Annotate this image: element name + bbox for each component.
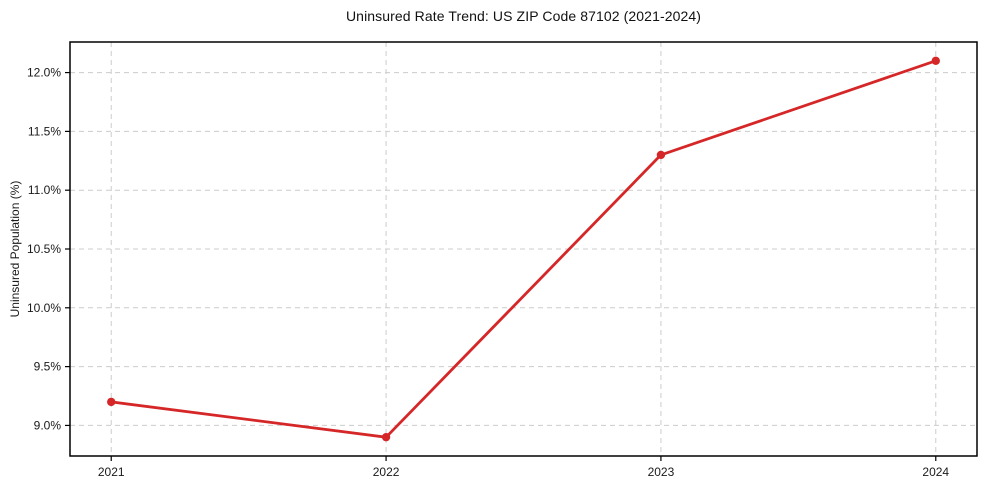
y-tick-label: 12.0% [27,66,61,80]
data-point [656,150,666,160]
x-tick-label: 2024 [922,465,949,479]
y-tick-label: 9.0% [34,418,62,432]
y-tick-label: 9.5% [34,360,62,374]
x-tick-label: 2023 [648,465,675,479]
axes-frame [69,41,978,457]
data-point [107,397,116,407]
y-tick-label: 10.0% [27,301,61,315]
x-tick-label: 2022 [373,465,400,479]
data-point [931,56,940,66]
y-tick-label: 11.5% [28,124,61,138]
data-point [381,432,391,442]
y-tick-label: 10.5% [27,242,61,256]
x-tick-label: 2021 [98,465,125,479]
chart-title: Uninsured Rate Trend: US ZIP Code 87102 … [345,8,702,24]
y-tick-label: 11.0% [28,183,61,197]
trend-line [109,59,938,439]
